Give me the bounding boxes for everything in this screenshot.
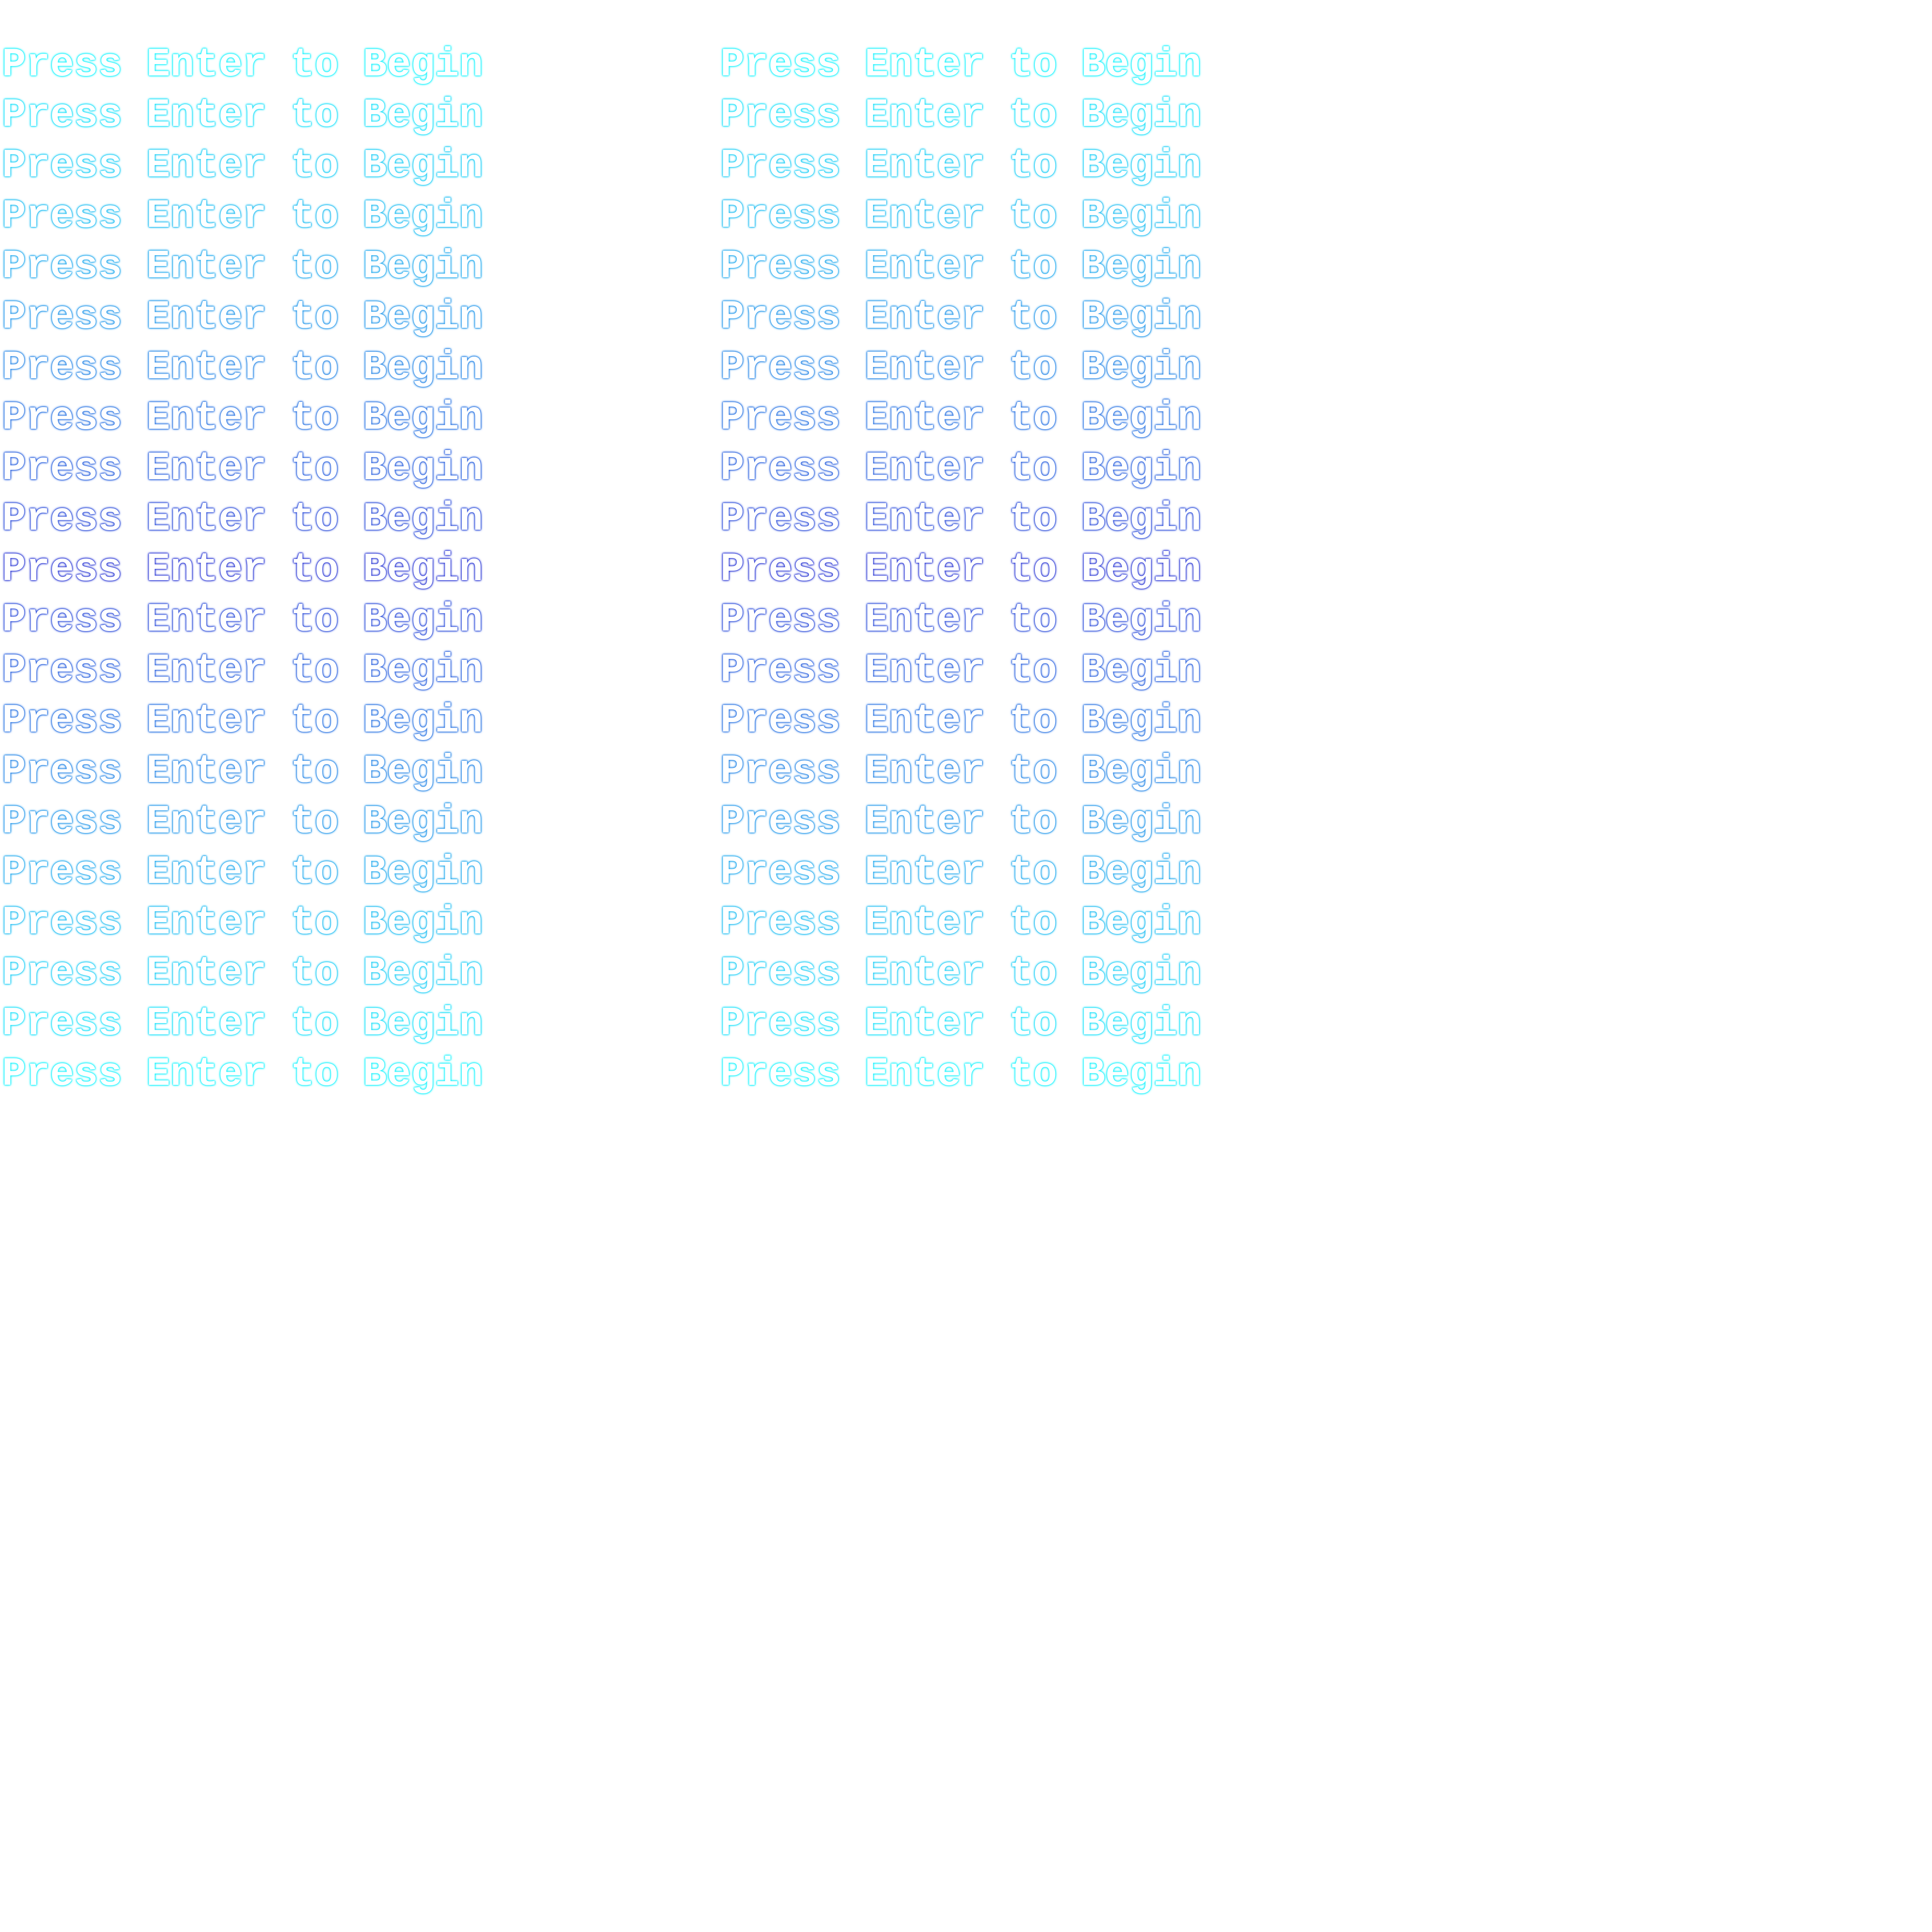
press-enter-prompt: Press Enter to Begin <box>2 849 483 895</box>
press-enter-prompt: Press Enter to Begin <box>2 1001 483 1047</box>
press-enter-prompt: Press Enter to Begin <box>720 496 1202 542</box>
prompt-column-right: Press Enter to Begin Press Enter to Begin… <box>720 40 1201 1099</box>
press-enter-prompt: Press Enter to Begin <box>720 92 1202 138</box>
prompt-column-left: Press Enter to Begin Press Enter to Begin… <box>2 40 483 1099</box>
press-enter-prompt: Press Enter to Begin <box>2 597 483 643</box>
press-enter-prompt: Press Enter to Begin <box>2 648 483 693</box>
press-enter-prompt: Press Enter to Begin <box>720 950 1202 996</box>
press-enter-prompt: Press Enter to Begin <box>720 1051 1202 1097</box>
press-enter-prompt: Press Enter to Begin <box>720 294 1202 340</box>
press-enter-prompt: Press Enter to Begin <box>720 799 1202 845</box>
press-enter-prompt: Press Enter to Begin <box>2 446 483 491</box>
press-enter-prompt: Press Enter to Begin <box>720 749 1202 794</box>
press-enter-prompt: Press Enter to Begin <box>2 698 483 744</box>
press-enter-prompt: Press Enter to Begin <box>720 900 1202 946</box>
press-enter-prompt: Press Enter to Begin <box>2 1051 483 1097</box>
press-enter-prompt: Press Enter to Begin <box>720 345 1202 391</box>
press-enter-prompt: Press Enter to Begin <box>2 42 483 88</box>
press-enter-prompt: Press Enter to Begin <box>2 345 483 391</box>
press-enter-prompt: Press Enter to Begin <box>2 547 483 592</box>
press-enter-prompt: Press Enter to Begin <box>720 42 1202 88</box>
press-enter-prompt: Press Enter to Begin <box>720 446 1202 491</box>
press-enter-prompt: Press Enter to Begin <box>2 900 483 946</box>
press-enter-prompt: Press Enter to Begin <box>720 143 1202 189</box>
press-enter-prompt: Press Enter to Begin <box>720 1001 1202 1047</box>
press-enter-prompt: Press Enter to Begin <box>720 193 1202 239</box>
press-enter-prompt: Press Enter to Begin <box>2 92 483 138</box>
press-enter-prompt: Press Enter to Begin <box>2 950 483 996</box>
press-enter-prompt: Press Enter to Begin <box>2 294 483 340</box>
press-enter-prompt: Press Enter to Begin <box>2 395 483 441</box>
press-enter-prompt: Press Enter to Begin <box>720 547 1202 592</box>
press-enter-prompt: Press Enter to Begin <box>2 496 483 542</box>
press-enter-prompt: Press Enter to Begin <box>2 244 483 290</box>
press-enter-prompt: Press Enter to Begin <box>2 799 483 845</box>
press-enter-prompt: Press Enter to Begin <box>2 143 483 189</box>
press-enter-prompt: Press Enter to Begin <box>720 698 1202 744</box>
press-enter-prompt: Press Enter to Begin <box>2 193 483 239</box>
press-enter-prompt: Press Enter to Begin <box>720 849 1202 895</box>
press-enter-prompt: Press Enter to Begin <box>720 395 1202 441</box>
press-enter-prompt: Press Enter to Begin <box>720 597 1202 643</box>
press-enter-prompt: Press Enter to Begin <box>720 648 1202 693</box>
press-enter-prompt: Press Enter to Begin <box>2 749 483 794</box>
press-enter-prompt: Press Enter to Begin <box>720 244 1202 290</box>
